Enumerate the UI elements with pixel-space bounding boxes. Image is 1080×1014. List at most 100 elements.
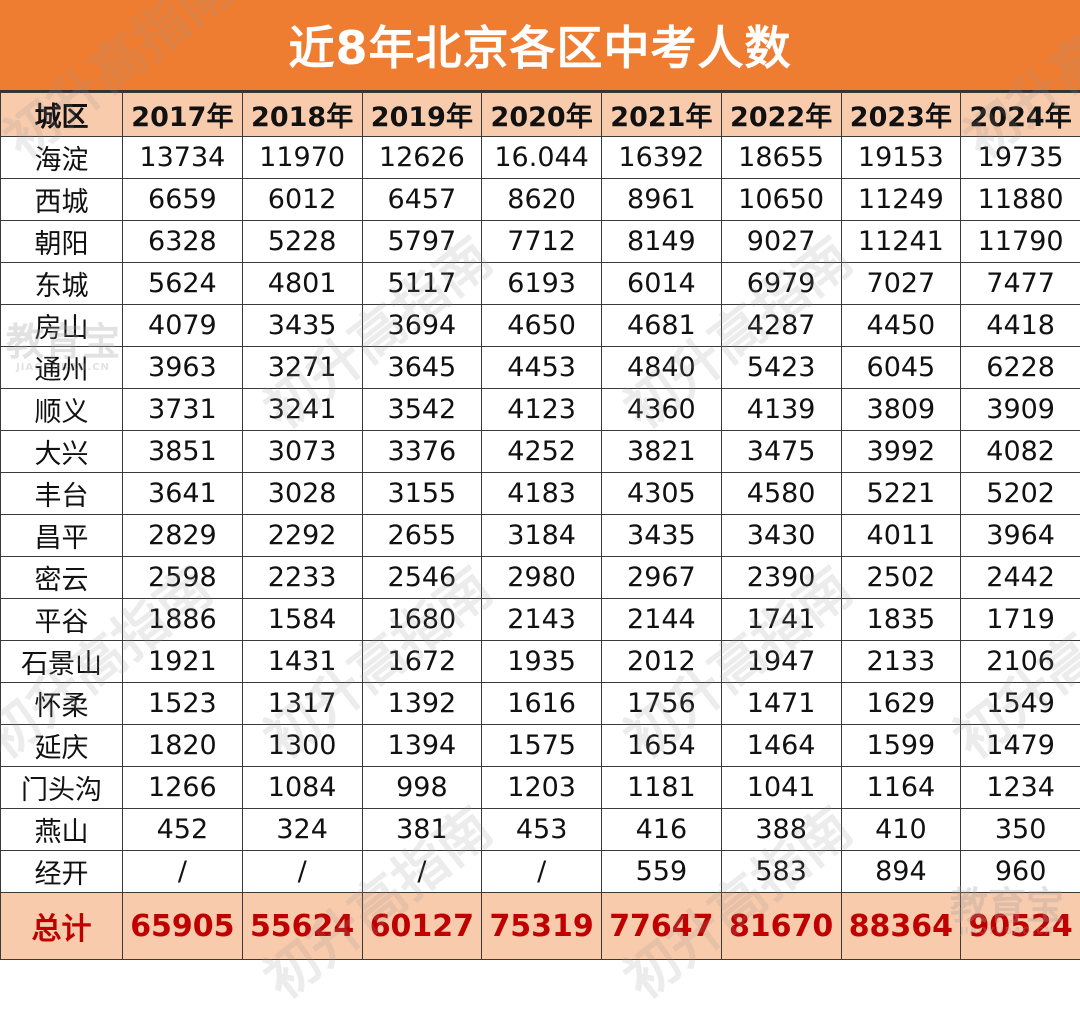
district-name: 平谷 [1,599,123,641]
count-cell: 4287 [721,305,841,347]
district-name: 丰台 [1,473,123,515]
district-name: 房山 [1,305,123,347]
count-cell: 3435 [242,305,362,347]
count-cell: 4418 [961,305,1080,347]
count-cell: 6328 [123,221,243,263]
count-cell: 5117 [362,263,482,305]
count-cell: 3542 [362,389,482,431]
count-cell: 11249 [841,179,961,221]
count-cell: 3731 [123,389,243,431]
count-cell: 1203 [482,767,602,809]
count-cell: 6457 [362,179,482,221]
count-cell: 1921 [123,641,243,683]
total-cell: 77647 [602,893,722,960]
count-cell: 6228 [961,347,1080,389]
district-name: 密云 [1,557,123,599]
count-cell: 1654 [602,725,722,767]
count-cell: 1741 [721,599,841,641]
total-cell: 81670 [721,893,841,960]
count-cell: 5202 [961,473,1080,515]
column-header-year: 2023年 [841,93,961,137]
count-cell: 11241 [841,221,961,263]
enrollment-table: 城区 2017年 2018年 2019年 2020年 2021年 2022年 2… [0,92,1080,960]
count-cell: 2143 [482,599,602,641]
count-cell: 4360 [602,389,722,431]
count-cell: 8961 [602,179,722,221]
count-cell: 3271 [242,347,362,389]
count-cell: / [242,851,362,893]
column-header-year: 2019年 [362,93,482,137]
count-cell: 4011 [841,515,961,557]
count-cell: 410 [841,809,961,851]
count-cell: 1317 [242,683,362,725]
count-cell: 3435 [602,515,722,557]
count-cell: 4650 [482,305,602,347]
count-cell: 19735 [961,137,1080,179]
count-cell: 2655 [362,515,482,557]
count-cell: 1599 [841,725,961,767]
total-cell: 60127 [362,893,482,960]
count-cell: 11790 [961,221,1080,263]
total-cell: 55624 [242,893,362,960]
count-cell: 3641 [123,473,243,515]
total-label: 总计 [1,893,123,960]
count-cell: 1584 [242,599,362,641]
count-cell: 9027 [721,221,841,263]
count-cell: 960 [961,851,1080,893]
count-cell: 4139 [721,389,841,431]
count-cell: 2390 [721,557,841,599]
count-cell: 583 [721,851,841,893]
count-cell: 1820 [123,725,243,767]
count-cell: 3963 [123,347,243,389]
total-row: 总计 65905 55624 60127 75319 77647 81670 8… [1,893,1080,960]
count-cell: 2012 [602,641,722,683]
count-cell: 3155 [362,473,482,515]
count-cell: 3184 [482,515,602,557]
count-cell: 6045 [841,347,961,389]
count-cell: 1756 [602,683,722,725]
district-name: 怀柔 [1,683,123,725]
district-name: 东城 [1,263,123,305]
count-cell: 3073 [242,431,362,473]
count-cell: 10650 [721,179,841,221]
district-name: 燕山 [1,809,123,851]
count-cell: 5624 [123,263,243,305]
count-cell: 5221 [841,473,961,515]
district-name: 门头沟 [1,767,123,809]
count-cell: 350 [961,809,1080,851]
count-cell: 16.044 [482,137,602,179]
count-cell: 4801 [242,263,362,305]
count-cell: 5228 [242,221,362,263]
column-header-year: 2022年 [721,93,841,137]
count-cell: 4681 [602,305,722,347]
count-cell: 2829 [123,515,243,557]
count-cell: 4453 [482,347,602,389]
count-cell: / [482,851,602,893]
count-cell: 13734 [123,137,243,179]
count-cell: / [362,851,482,893]
count-cell: 998 [362,767,482,809]
count-cell: 3851 [123,431,243,473]
count-cell: 2292 [242,515,362,557]
count-cell: 4082 [961,431,1080,473]
total-cell: 65905 [123,893,243,960]
count-cell: 6193 [482,263,602,305]
count-cell: 3430 [721,515,841,557]
count-cell: 3964 [961,515,1080,557]
column-header-district: 城区 [1,93,123,137]
district-name: 石景山 [1,641,123,683]
count-cell: 2106 [961,641,1080,683]
total-cell: 88364 [841,893,961,960]
column-header-year: 2020年 [482,93,602,137]
total-cell: 75319 [482,893,602,960]
count-cell: 3992 [841,431,961,473]
count-cell: 1266 [123,767,243,809]
count-cell: 2233 [242,557,362,599]
count-cell: 4183 [482,473,602,515]
